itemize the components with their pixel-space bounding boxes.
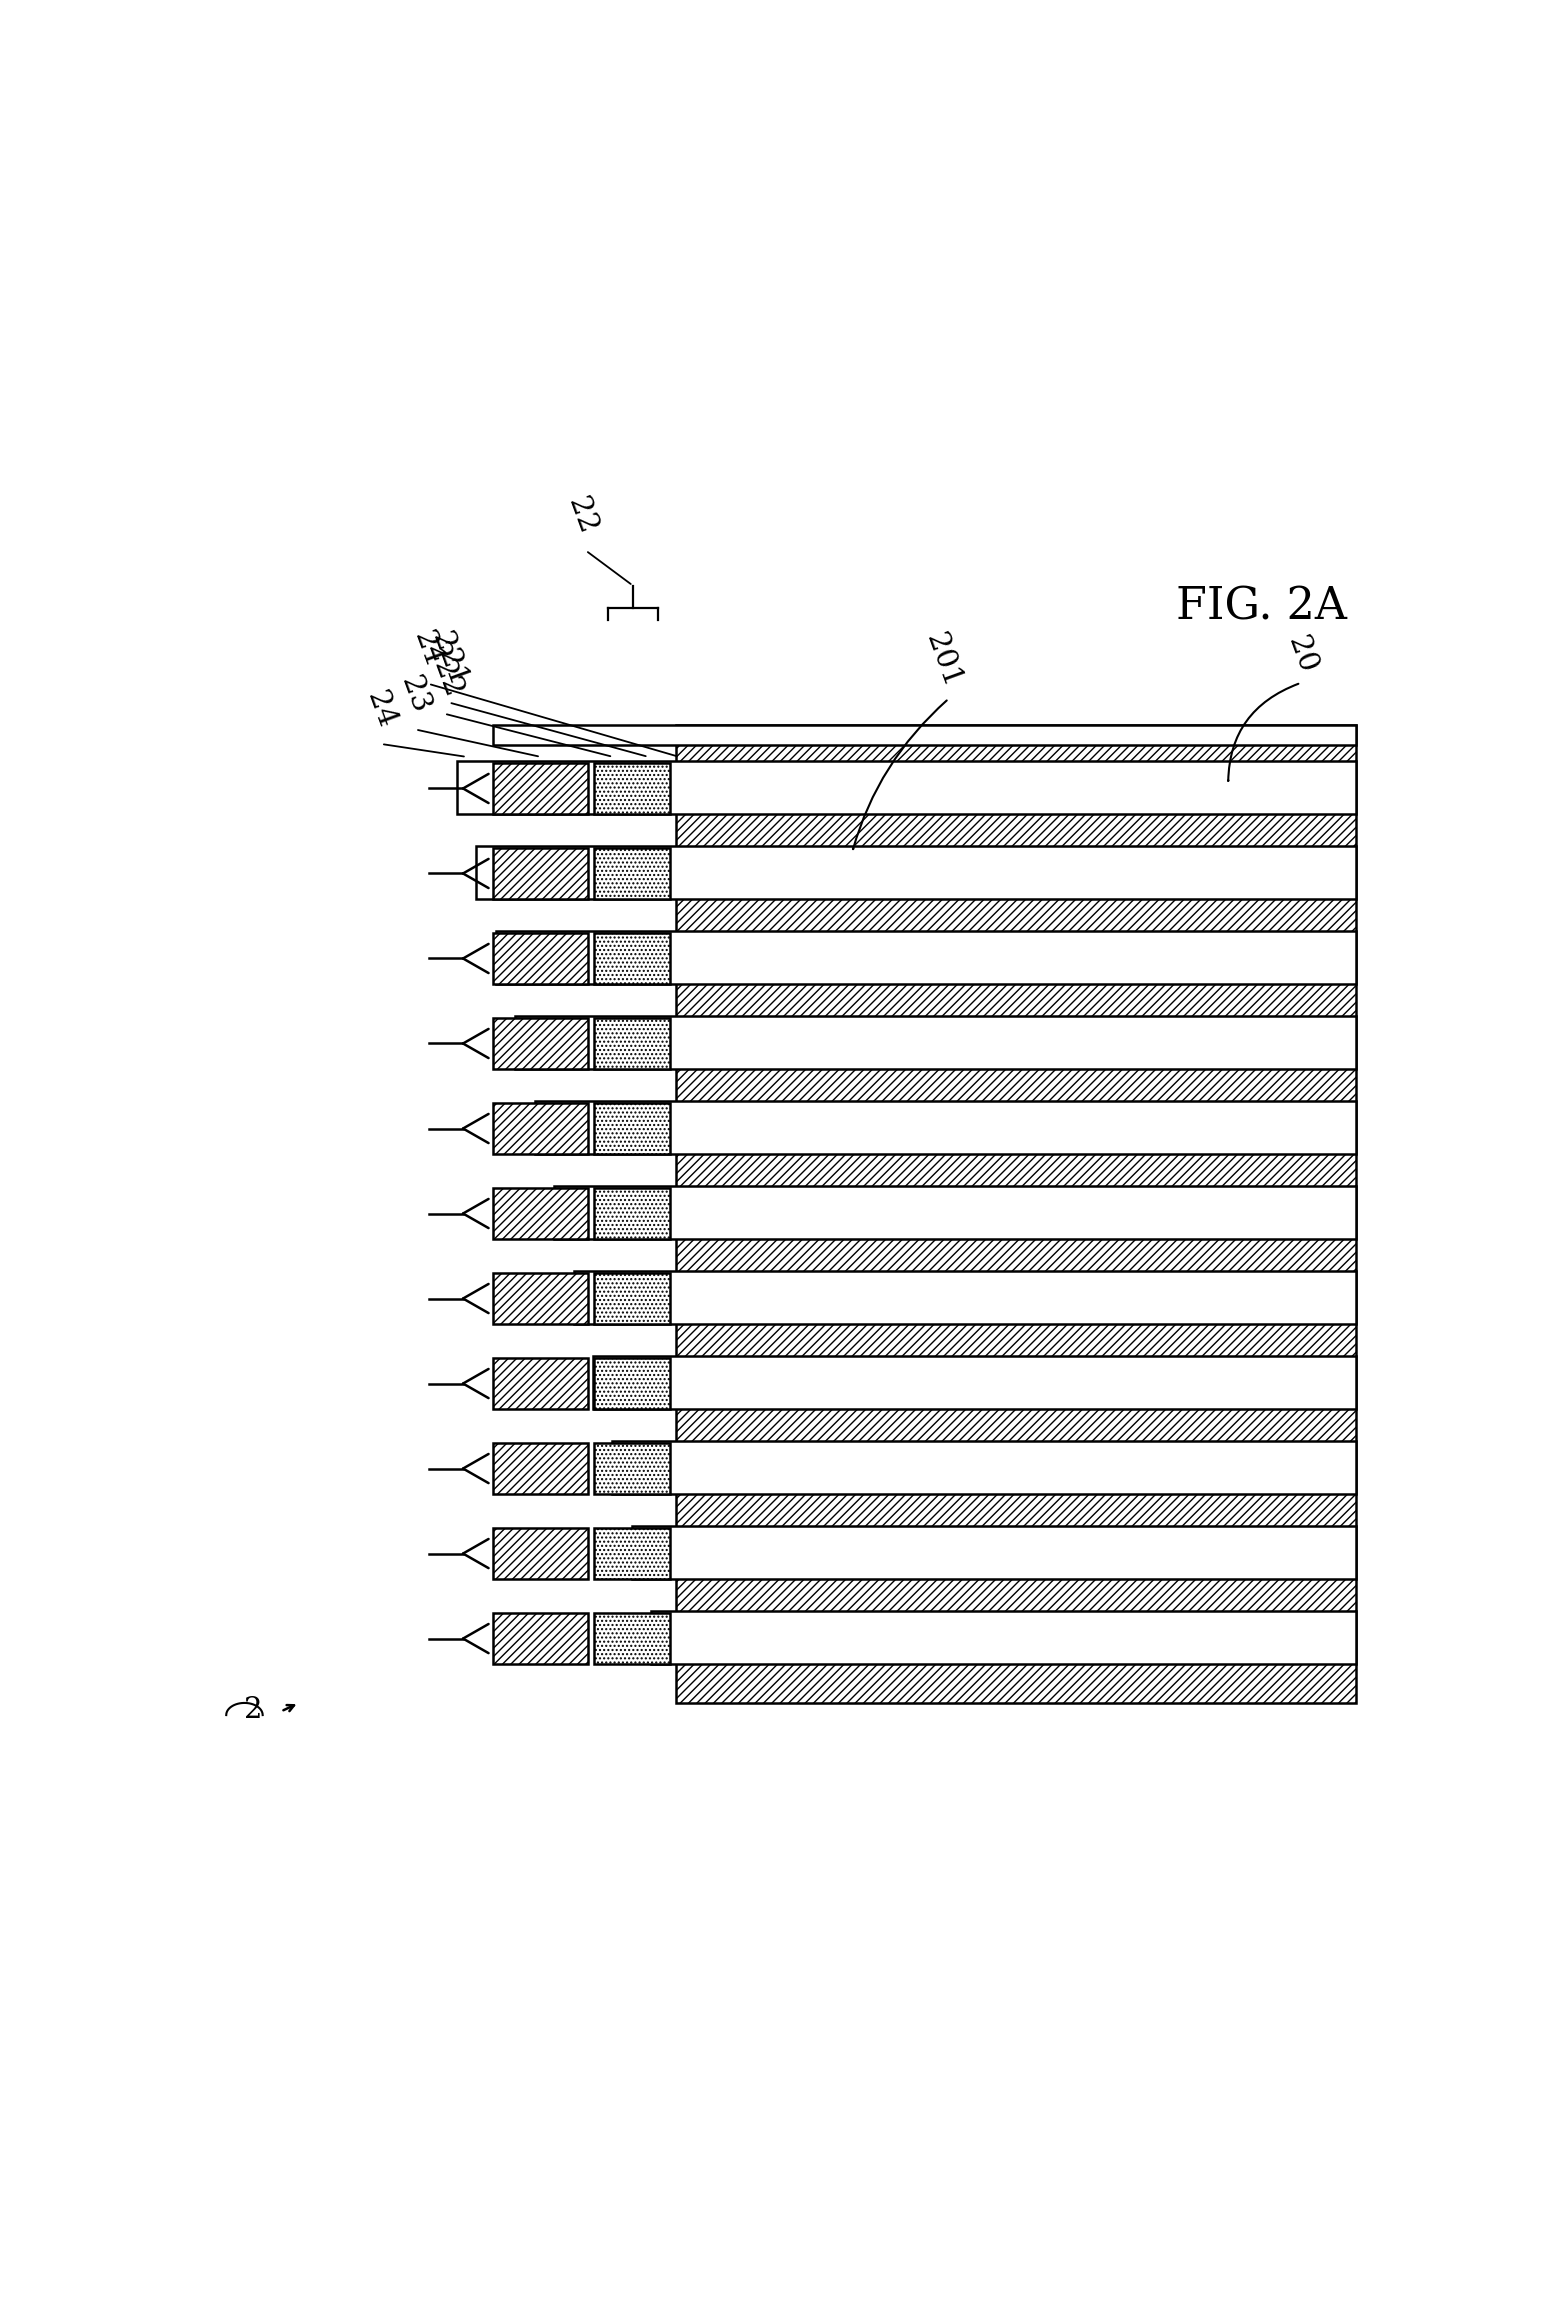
Bar	[494, 1358, 588, 1409]
Bar	[652, 1611, 1355, 1664]
Bar	[594, 1103, 669, 1153]
Text: 2: 2	[244, 1697, 263, 1724]
FancyArrowPatch shape	[852, 700, 946, 849]
Bar	[476, 845, 1355, 900]
Bar	[594, 847, 669, 900]
Bar	[494, 1273, 588, 1324]
Text: 20: 20	[1283, 633, 1321, 677]
Bar	[494, 1529, 588, 1579]
Bar	[458, 760, 1355, 815]
Bar	[675, 725, 1355, 1703]
Bar	[594, 1358, 669, 1409]
Bar	[494, 1443, 588, 1494]
Bar	[495, 930, 1355, 983]
Bar	[494, 1103, 588, 1153]
Bar	[594, 1273, 669, 1324]
Bar	[594, 932, 669, 983]
Bar	[494, 725, 1355, 746]
Bar	[613, 1441, 1355, 1494]
Bar	[594, 1614, 669, 1664]
Bar	[555, 1186, 1355, 1238]
Text: 23: 23	[396, 672, 434, 718]
Bar	[592, 1356, 1355, 1409]
Bar	[574, 1271, 1355, 1324]
Bar	[675, 725, 1355, 1703]
Text: 221: 221	[426, 628, 472, 691]
FancyArrowPatch shape	[1229, 684, 1299, 780]
Bar	[494, 847, 588, 900]
Bar	[594, 1529, 669, 1579]
Bar	[494, 932, 588, 983]
Text: 22: 22	[563, 495, 602, 539]
Bar	[594, 762, 669, 815]
Bar	[534, 1100, 1355, 1153]
Bar	[516, 1015, 1355, 1068]
Bar	[632, 1526, 1355, 1579]
Bar	[494, 1188, 588, 1238]
Text: 24: 24	[362, 688, 401, 732]
Text: FIG. 2A: FIG. 2A	[1177, 585, 1348, 628]
Bar	[494, 762, 588, 815]
Text: 201: 201	[920, 628, 965, 691]
Text: 21: 21	[409, 626, 448, 672]
Bar	[594, 1443, 669, 1494]
Bar	[494, 1614, 588, 1664]
Bar	[594, 1188, 669, 1238]
Bar	[494, 1017, 588, 1068]
Bar	[594, 1017, 669, 1068]
Text: 222: 222	[422, 640, 467, 702]
